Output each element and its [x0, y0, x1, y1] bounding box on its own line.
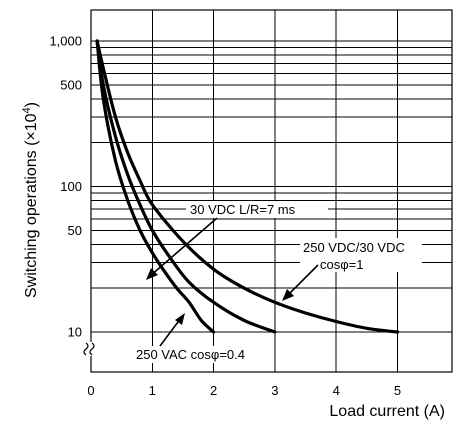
series-line-1: [95, 39, 216, 334]
annotation-30vdc-leader: [149, 217, 218, 277]
y-axis-title: Switching operations (×104): [21, 102, 40, 298]
grid: [91, 10, 452, 372]
y-tick-label: 500: [60, 77, 82, 92]
x-tick-label: 1: [149, 383, 156, 398]
y-tick-label: 1,000: [49, 34, 82, 49]
x-tick-label: 0: [87, 383, 94, 398]
x-tick-label: 5: [394, 383, 401, 398]
annotation-250vac: 250 VAC cosφ=0.4: [132, 313, 272, 363]
tick-labels: 0 1 2 3 4 5 10 50 100 500 1,000: [49, 34, 401, 399]
annotation-250vac-arrowhead: [175, 313, 185, 325]
series-line-2: [95, 39, 277, 334]
annotation-30vdc-arrowhead: [146, 268, 158, 280]
annotation-250vac-label: 250 VAC cosφ=0.4: [136, 347, 245, 362]
annotation-30vdc: 30 VDC L/R=7 ms: [146, 201, 328, 280]
x-tick-label: 3: [271, 383, 278, 398]
annotation-250vac-leader: [159, 317, 182, 347]
axis-break-icon: [83, 342, 98, 356]
annotation-250vdc-label-line2: cosφ=1: [320, 257, 363, 272]
y-tick-label: 10: [68, 325, 82, 340]
x-tick-label: 2: [210, 383, 217, 398]
annotation-250vdc-label-line1: 250 VDC/30 VDC: [303, 240, 405, 255]
curves: [95, 39, 400, 334]
y-tick-label: 50: [68, 223, 82, 238]
series-line-3: [95, 39, 400, 334]
annotation-250vdc: 250 VDC/30 VDC cosφ=1: [282, 238, 422, 301]
annotation-30vdc-label: 30 VDC L/R=7 ms: [190, 202, 296, 217]
x-tick-label: 4: [333, 383, 340, 398]
x-axis-title: Load current (A): [329, 403, 445, 420]
y-tick-label: 100: [60, 179, 82, 194]
annotation-250vdc-arrowhead: [282, 289, 294, 301]
annotation-250vdc-leader: [285, 264, 319, 298]
